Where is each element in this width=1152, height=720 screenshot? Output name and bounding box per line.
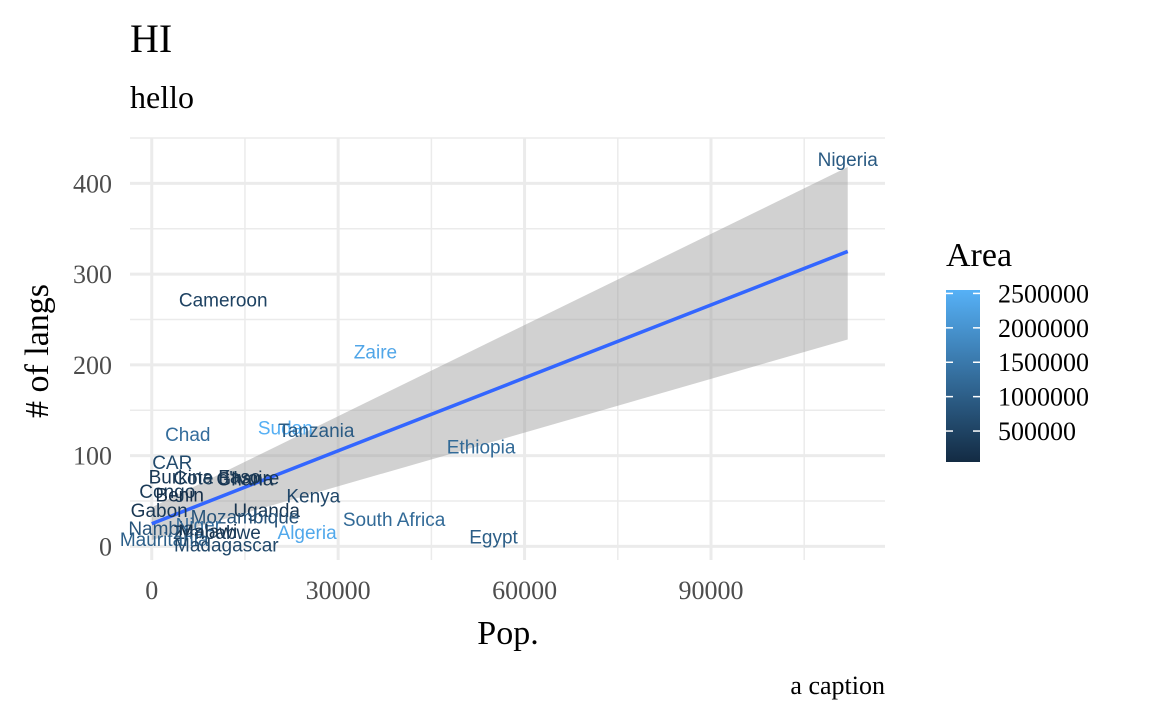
point-label: Nambia <box>128 519 194 540</box>
y-tick-label: 0 <box>99 532 112 561</box>
chart-title: HI <box>130 16 172 61</box>
point-label: Chad <box>165 425 210 446</box>
point-label: CAR <box>152 453 192 474</box>
grid-lines <box>130 137 885 560</box>
legend-ticks: 500000 1000000 1500000 2000000 2500000 <box>946 279 1089 446</box>
trend-line-segment <box>151 249 849 526</box>
point-label: Ghana <box>216 469 273 490</box>
legend-tick-label: 1000000 <box>998 383 1089 412</box>
x-tick-label: 30000 <box>306 576 371 605</box>
point-label: Nigeria <box>818 150 879 171</box>
y-tick-label: 300 <box>73 260 112 289</box>
legend-tick-label: 2500000 <box>998 279 1089 308</box>
point-label: Benin <box>155 486 204 507</box>
trend-line <box>151 249 849 526</box>
point-label: South Africa <box>343 510 446 531</box>
legend: Area 500000 1000000 1500000 2000000 2500000 <box>946 237 1089 462</box>
legend-tick-label: 500000 <box>998 417 1076 446</box>
confidence-band <box>151 167 848 541</box>
chart-caption: a caption <box>790 671 885 700</box>
point-label: Congo <box>139 482 195 503</box>
point-label: Egypt <box>469 527 518 548</box>
point-label: Algeria <box>278 523 338 544</box>
x-tick-label: 60000 <box>492 576 557 605</box>
legend-tick-label: 2000000 <box>998 314 1089 343</box>
x-tick-label: 90000 <box>679 576 744 605</box>
y-tick-label: 100 <box>73 442 112 471</box>
point-label: Mauritania <box>120 530 209 551</box>
legend-colorbar <box>946 290 980 462</box>
point-label: Burkina Faso <box>149 468 261 489</box>
point-label: Madagascar <box>174 536 279 557</box>
legend-tick-label: 1500000 <box>998 348 1089 377</box>
point-label: Cameroon <box>179 291 268 312</box>
point-label: Gabon <box>131 501 188 522</box>
x-axis-label: Pop. <box>477 615 538 652</box>
point-label: Sudan <box>258 419 313 440</box>
y-axis-label: # of langs <box>19 284 56 418</box>
point-label: Zaire <box>354 342 397 363</box>
confidence-band-area <box>151 167 848 541</box>
point-label: Mozambique <box>191 507 300 528</box>
legend-title: Area <box>946 237 1012 274</box>
point-label: Tanzania <box>278 421 354 442</box>
point-label: Zimbabwe <box>173 523 261 544</box>
point-label: Uganda <box>233 501 300 522</box>
point-label: Ethiopia <box>447 438 516 459</box>
y-tick-label: 400 <box>73 169 112 198</box>
point-label: Malawi <box>178 522 237 543</box>
x-tick-label: 0 <box>145 576 158 605</box>
point-label: Cote d'Ivoire <box>173 468 279 489</box>
point-label: Niger <box>176 516 222 537</box>
axes: 0 30000 60000 90000 0 100 200 300 400 <box>73 169 744 605</box>
point-label: Kenya <box>286 487 340 508</box>
y-tick-label: 200 <box>73 351 112 380</box>
chart-subtitle: hello <box>130 79 194 115</box>
